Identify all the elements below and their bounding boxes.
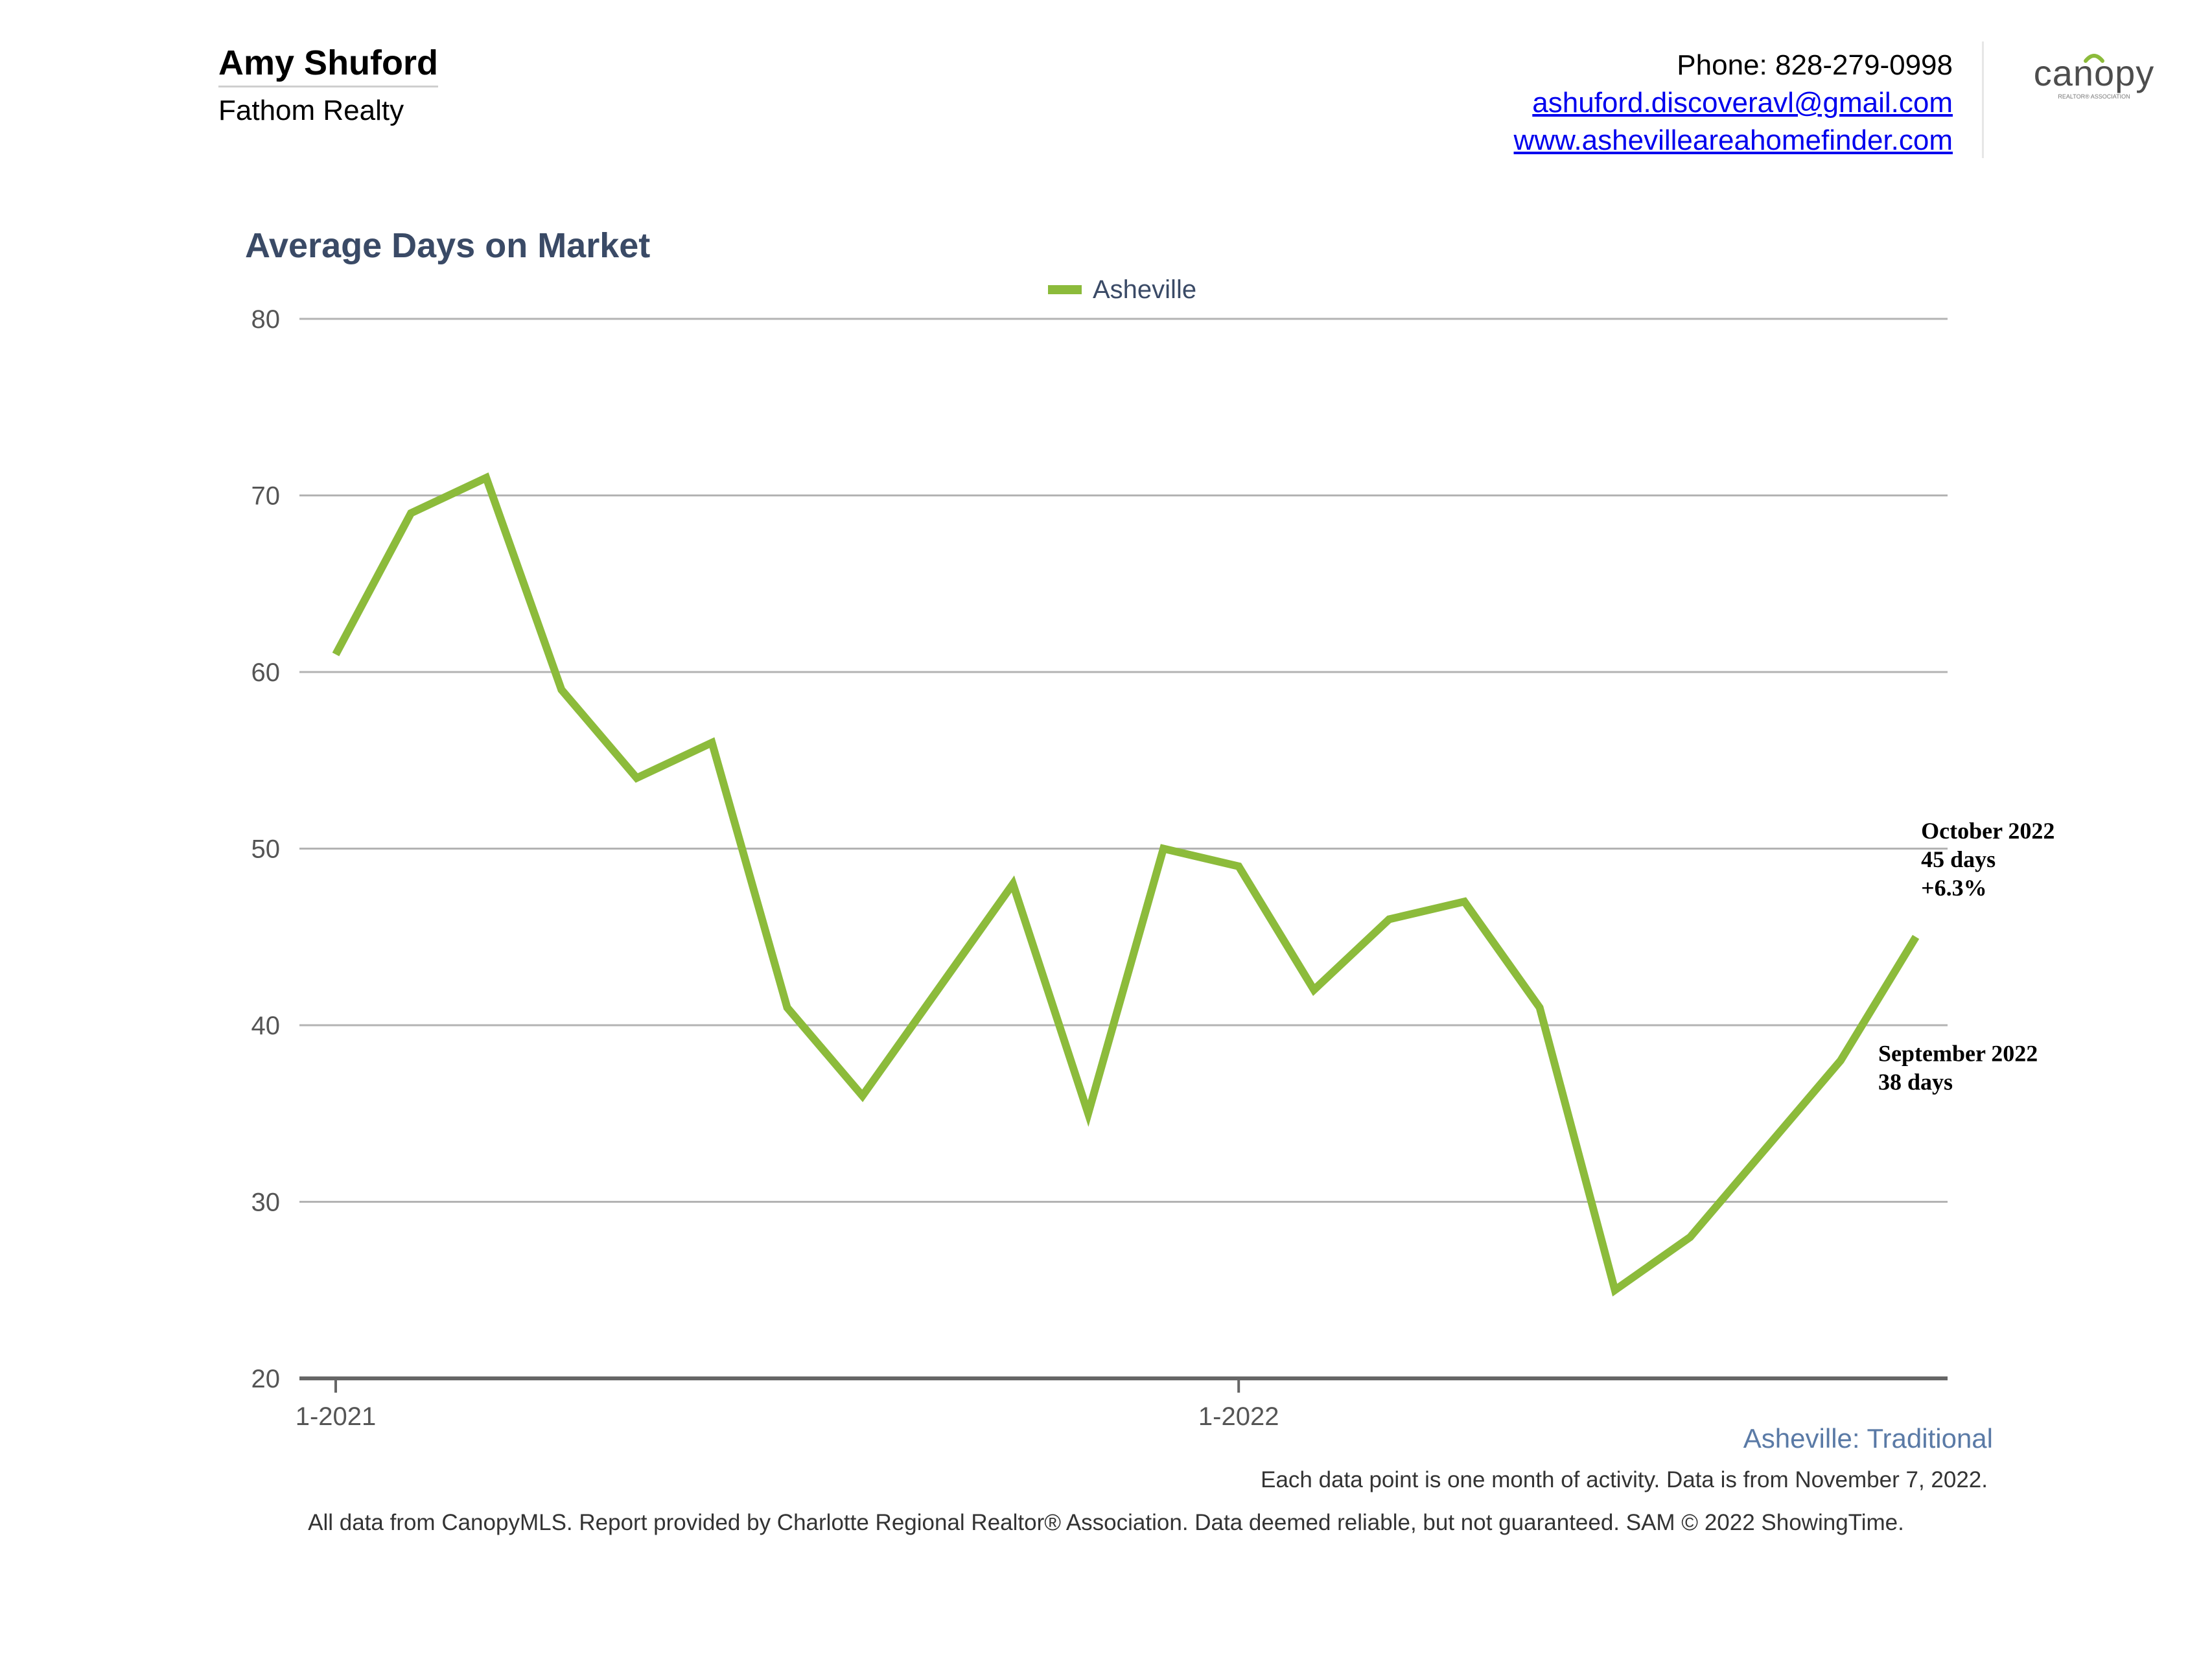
legend-swatch [1048, 285, 1082, 294]
y-tick-label: 80 [251, 305, 281, 334]
annotation-line: +6.3% [1921, 875, 1987, 901]
axes: 20 30 40 50 60 70 80 1-2021 1-2022 [251, 305, 1948, 1431]
logo-arc-icon [2084, 54, 2104, 63]
y-tick-label: 40 [251, 1012, 281, 1040]
annotation-line: 45 days [1921, 846, 1996, 872]
gridlines [299, 318, 1948, 1203]
series-line-asheville [332, 472, 1920, 1297]
legend: Asheville [1048, 275, 1196, 304]
header-divider [1982, 41, 1984, 158]
logo-subtext: REALTOR® ASSOCIATION [2058, 93, 2130, 100]
y-tick-label: 50 [251, 835, 281, 864]
y-tick-label: 60 [251, 658, 281, 687]
y-tick-label: 70 [251, 482, 281, 511]
series-caption: Asheville: Traditional [1743, 1423, 1993, 1454]
email-link[interactable]: ashuford.discoveravl@gmail.com [1532, 87, 1953, 119]
canopy-logo: canopy REALTOR® ASSOCIATION [2034, 52, 2155, 100]
agent-company: Fathom Realty [218, 95, 404, 126]
annotation-line: 38 days [1878, 1069, 1953, 1095]
legend-label: Asheville [1093, 275, 1196, 304]
x-tick-label: 1-2022 [1198, 1402, 1279, 1431]
annotation-line: September 2022 [1878, 1041, 2038, 1067]
x-tick-label: 1-2021 [296, 1402, 377, 1431]
contact-block: Phone: 828-279-0998 ashuford.discoveravl… [1514, 47, 1953, 159]
data-note: Each data point is one month of activity… [1261, 1467, 1988, 1492]
disclaimer: All data from CanopyMLS. Report provided… [308, 1510, 1904, 1535]
annotation-line: October 2022 [1921, 818, 2055, 844]
website-link[interactable]: www.ashevilleareahomefinder.com [1513, 124, 1953, 156]
logo-wordmark: canopy [2034, 52, 2155, 93]
series-layer [332, 472, 1920, 1297]
chart-title: Average Days on Market [245, 226, 651, 265]
y-tick-label: 30 [251, 1189, 281, 1217]
y-tick-label: 20 [251, 1365, 281, 1393]
phone-number: Phone: 828-279-0998 [1677, 49, 1953, 81]
agent-name: Amy Shuford [218, 43, 439, 87]
